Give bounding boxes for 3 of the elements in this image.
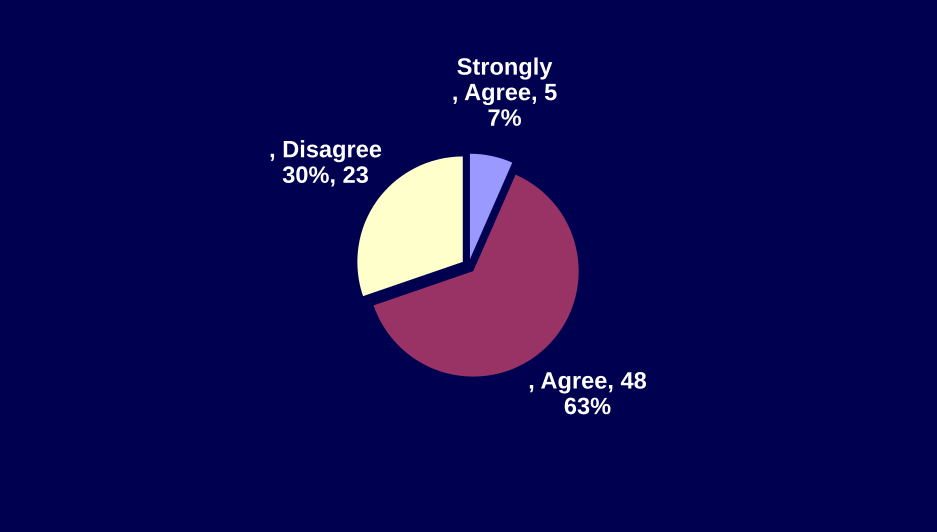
data-label: Strongly , Agree, 5 7%	[453, 58, 557, 126]
data-label: , Disagree 30%, 23	[270, 140, 382, 186]
data-label: , Agree, 48 63%	[530, 372, 646, 414]
